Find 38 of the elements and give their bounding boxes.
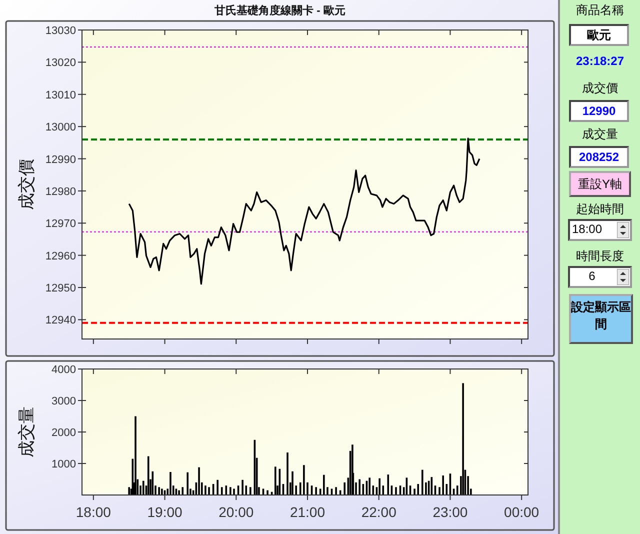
text: 歐元: [569, 24, 629, 46]
text: 重設Y軸: [569, 171, 631, 197]
y-tick-label: 2000: [52, 427, 76, 439]
text: 商品名稱: [575, 2, 625, 19]
y-axis-title: 成交量: [17, 406, 36, 458]
y-tick-label: 4000: [52, 364, 76, 376]
x-tick-label: 20:00: [218, 504, 254, 520]
y-tick-label: 12980: [45, 186, 76, 198]
y-tick-label: 3000: [52, 396, 76, 408]
x-tick-label: 00:00: [504, 504, 540, 520]
text: 208252: [569, 146, 629, 168]
chart-title: 甘氏基礎角度線關卡 - 歐元: [214, 4, 346, 17]
y-tick-label: 13000: [45, 122, 76, 134]
y-tick-label: 1000: [52, 458, 76, 470]
y-tick-label: 12960: [45, 250, 76, 262]
x-tick-label: 21:00: [290, 504, 326, 520]
x-tick-label: 22:00: [361, 504, 397, 520]
y-tick-label: 13030: [45, 25, 76, 37]
y-tick-label: 12990: [45, 154, 76, 166]
y-axis-title: 成交價: [17, 159, 36, 210]
text: 18:00: [572, 222, 602, 236]
y-tick-label: 12970: [45, 218, 76, 230]
x-tick-label: 18:00: [76, 504, 112, 520]
x-tick-label: 19:00: [147, 504, 182, 520]
text: 23:18:27: [574, 54, 626, 68]
text: 12990: [569, 100, 629, 122]
text: 6: [588, 269, 596, 283]
y-tick-label: 12950: [45, 282, 76, 294]
y-tick-label: 13010: [45, 89, 76, 102]
line-series: [128, 138, 480, 285]
text: 起始時間: [575, 201, 625, 218]
y-tick-label: 13020: [45, 57, 76, 70]
text: 成交價: [581, 80, 619, 97]
text: 成交量: [581, 126, 619, 143]
text: 時間長度: [575, 248, 625, 265]
x-tick-label: 23:00: [432, 504, 468, 520]
y-tick-label: 12940: [45, 314, 76, 327]
text: 設定顯示區間: [569, 294, 633, 344]
